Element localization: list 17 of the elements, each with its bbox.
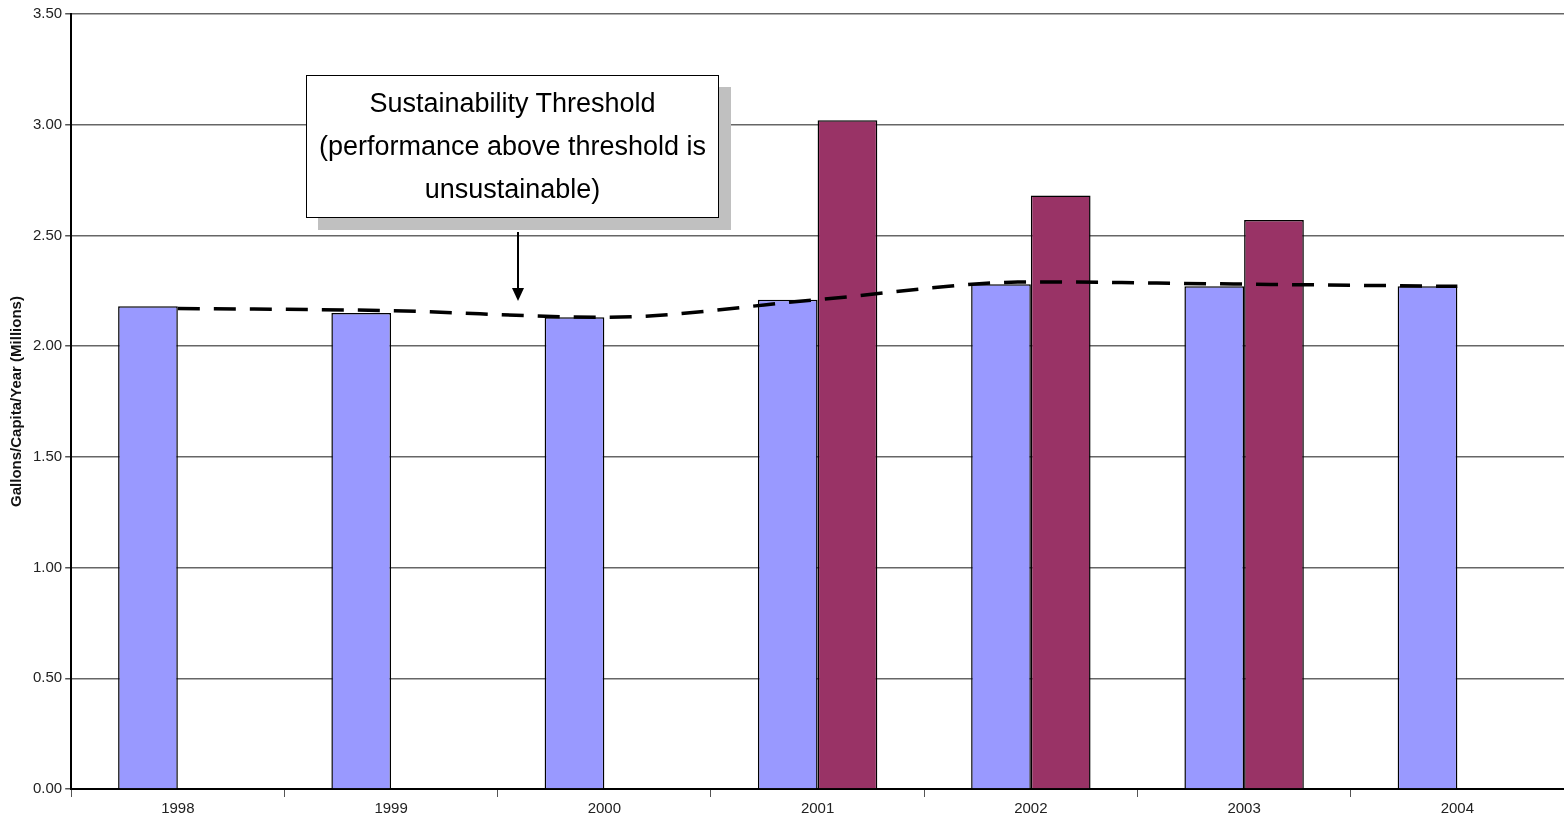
x-tick-label: 2001 bbox=[800, 799, 835, 817]
x-tick-label: 1999 bbox=[374, 799, 408, 817]
y-axis-title: Gallons/Capita/Year (Millions) bbox=[7, 296, 25, 507]
annotation: Sustainability Threshold (performance above threshold is unsustainable) bbox=[306, 75, 719, 218]
y-tick-label: 1.00 bbox=[32, 557, 63, 575]
y-tick-label: 3.50 bbox=[32, 4, 63, 22]
x-tick-label: 2003 bbox=[1227, 799, 1261, 817]
x-tick-label: 2004 bbox=[1440, 799, 1475, 817]
y-tick-label: 2.00 bbox=[32, 336, 63, 354]
x-tick-label: 1998 bbox=[161, 799, 195, 817]
y-tick-label: 0.00 bbox=[32, 779, 63, 797]
x-tick-label: 2002 bbox=[1014, 799, 1048, 817]
y-tick-label: 0.50 bbox=[32, 668, 63, 686]
x-tick-label: 2000 bbox=[587, 799, 622, 817]
y-tick-label: 3.00 bbox=[32, 114, 63, 132]
y-tick-label: 1.50 bbox=[32, 447, 63, 464]
y-tick-label: 2.50 bbox=[32, 225, 63, 243]
